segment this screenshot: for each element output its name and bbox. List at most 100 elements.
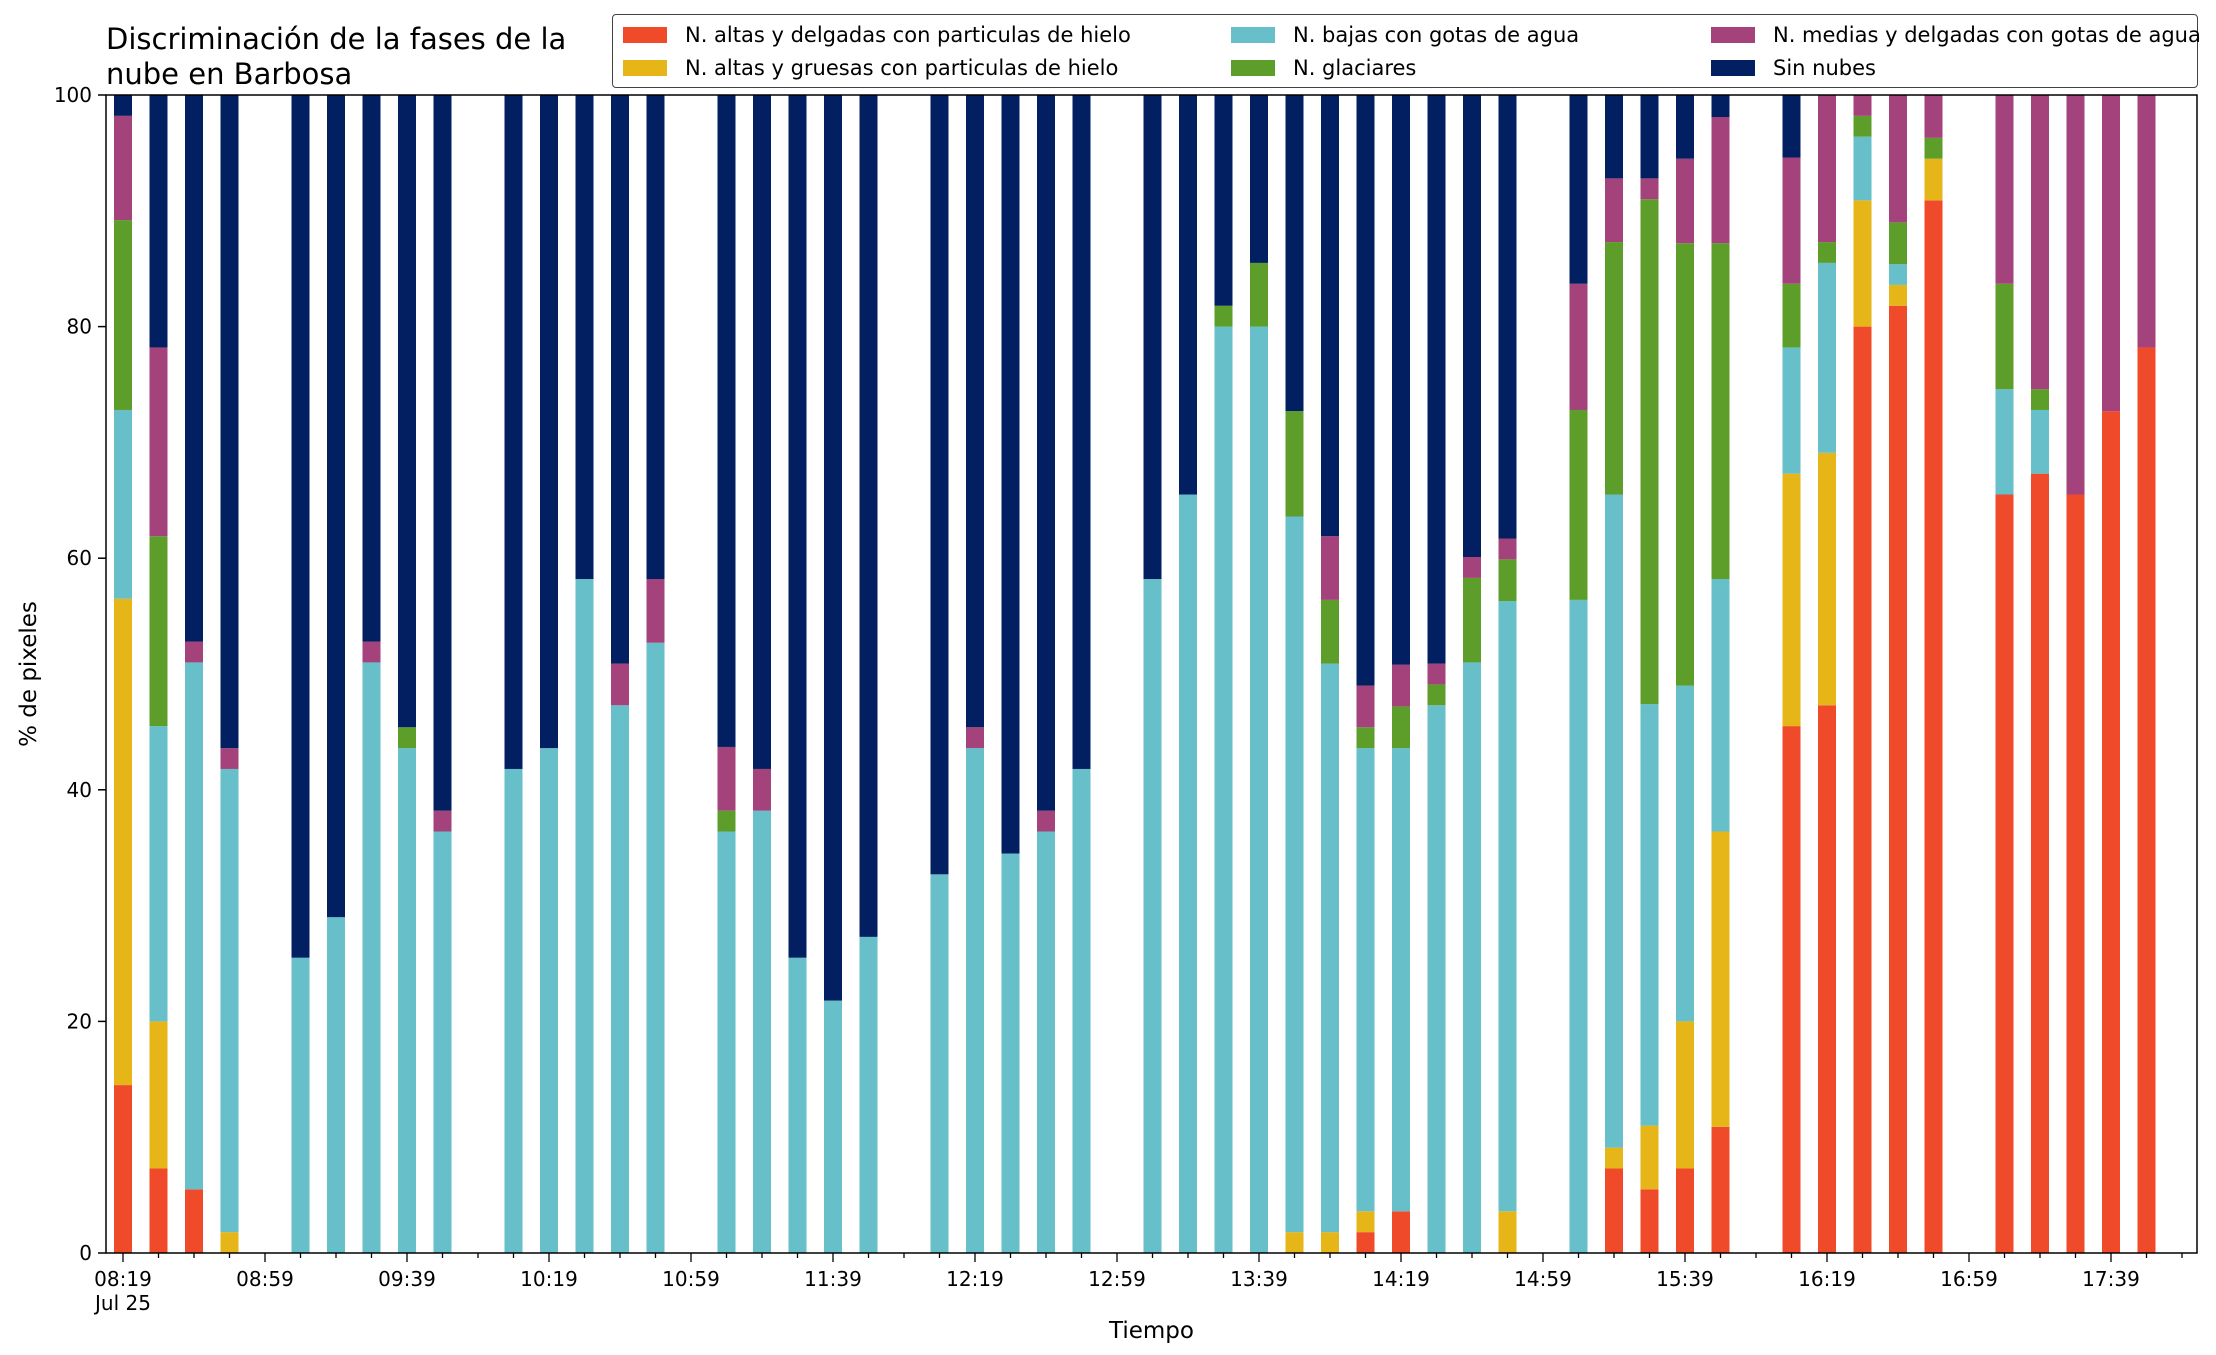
bar-segment-bajas [1250, 326, 1268, 1254]
bar-segment-bajas [1605, 494, 1623, 1148]
bar-segment-bajas [1711, 579, 1730, 832]
bar-segment-sin_nubes [1569, 95, 1588, 284]
bar-segment-altas_delgadas [2031, 473, 2049, 1253]
bar-segment-altas_delgadas [2137, 347, 2156, 1254]
bar-segment-medias [1392, 664, 1410, 707]
x-axis-label: Tiempo [1108, 1318, 1194, 1344]
legend-item-bajas: N. bajas con gotas de agua [1231, 20, 1579, 50]
legend-swatch [1231, 27, 1275, 43]
bar-segment-sin_nubes [1321, 95, 1339, 537]
bar-segment-medias [433, 810, 452, 832]
bar-segment-medias [1711, 117, 1730, 244]
bar-segment-glaciares [1498, 559, 1517, 602]
bar-segment-bajas [362, 662, 381, 1253]
bar-segment-altas_gruesas [1356, 1211, 1375, 1233]
bar-segment-bajas [753, 810, 771, 1253]
y-axis-label: % de pixeles [16, 601, 42, 747]
bar-segment-sin_nubes [611, 95, 629, 664]
bar-segment-altas_gruesas [1498, 1211, 1517, 1253]
bar-segment-altas_delgadas [2066, 494, 2085, 1253]
bar-segment-bajas [433, 831, 452, 1253]
bar-segment-sin_nubes [114, 95, 132, 116]
bar-segment-medias [1463, 557, 1481, 578]
bar-segment-sin_nubes [1179, 95, 1197, 495]
bar-segment-altas_gruesas [1853, 200, 1872, 327]
x-tick-label: 15:39 [1656, 1267, 1714, 1291]
bar-segment-glaciares [1924, 137, 1943, 159]
bar-segment-altas_gruesas [1818, 452, 1836, 706]
bar-segment-altas_delgadas [1605, 1168, 1623, 1253]
legend-label: N. altas y delgadas con particulas de hi… [685, 23, 1131, 47]
bar-segment-sin_nubes [1463, 95, 1481, 558]
bar-segment-bajas [1818, 262, 1836, 453]
bar-segment-glaciares [1676, 243, 1694, 686]
bar-segment-altas_delgadas [1676, 1168, 1694, 1253]
bar-segment-altas_delgadas [1392, 1211, 1410, 1253]
bar-segment-altas_delgadas [149, 1168, 168, 1253]
bar-segment-glaciares [1569, 409, 1588, 600]
bar-segment-bajas [646, 642, 665, 1253]
bar-segment-sin_nubes [930, 95, 949, 875]
x-tick-label: 16:59 [1940, 1267, 1998, 1291]
bar-segment-altas_delgadas [1356, 1232, 1375, 1253]
bar-segment-glaciares [1853, 115, 1872, 137]
bar-segment-medias [114, 115, 132, 221]
bar-segment-sin_nubes [575, 95, 594, 580]
bar-segment-medias [717, 746, 736, 811]
bar-segment-glaciares [1995, 283, 2014, 390]
legend-item-altas-gruesas: N. altas y gruesas con particulas de hie… [623, 53, 1118, 83]
bar-segment-sin_nubes [1285, 95, 1304, 412]
bar-segment-glaciares [1250, 262, 1268, 327]
bar-segment-bajas [824, 1000, 842, 1253]
bar-segment-medias [2102, 95, 2120, 412]
bar-segment-sin_nubes [1143, 95, 1162, 580]
bar-segment-glaciares [149, 536, 168, 727]
x-tick-label: 10:59 [662, 1267, 720, 1291]
bar-segment-bajas [788, 957, 807, 1253]
bar-segment-medias [1037, 810, 1055, 832]
bar-segment-sin_nubes [504, 95, 523, 769]
bar-segment-sin_nubes [220, 95, 239, 749]
bar-segment-bajas [575, 579, 594, 1253]
bar-segment-sin_nubes [1498, 95, 1517, 539]
bar-segment-bajas [1640, 704, 1659, 1126]
bar-segment-bajas [327, 917, 345, 1253]
bar-segment-medias [2066, 95, 2085, 495]
bar-segment-bajas [1072, 768, 1091, 1253]
bar-segment-medias [1676, 158, 1694, 244]
bar-segment-altas_gruesas [149, 1021, 168, 1169]
bar-segment-bajas [398, 748, 416, 1253]
bar-segment-bajas [1782, 347, 1801, 474]
bar-segment-bajas [1143, 579, 1162, 1253]
bar-segment-glaciares [717, 810, 736, 832]
bar-segment-sin_nubes [788, 95, 807, 958]
bar-segment-medias [2137, 95, 2156, 348]
bar-segment-glaciares [1818, 242, 1836, 263]
bar-segment-bajas [504, 768, 523, 1253]
bar-segment-medias [362, 641, 381, 663]
x-tick-label: 08:59 [236, 1267, 294, 1291]
bar-segment-medias [1321, 536, 1339, 600]
bar-segment-sin_nubes [1640, 95, 1659, 179]
bar-segment-sin_nubes [753, 95, 771, 769]
bar-segment-sin_nubes [1392, 95, 1410, 665]
bar-segment-medias [1605, 178, 1623, 243]
y-tick-label: 80 [67, 315, 92, 339]
x-tick-label: 13:39 [1230, 1267, 1288, 1291]
bar-segment-glaciares [1605, 242, 1623, 495]
x-tick-label: 10:19 [520, 1267, 578, 1291]
bar-segment-bajas [1356, 748, 1375, 1212]
y-tick-label: 0 [79, 1241, 92, 1265]
bar-segment-medias [966, 727, 984, 749]
y-tick-label: 20 [67, 1009, 92, 1033]
x-tick-label: 16:19 [1798, 1267, 1856, 1291]
bar-segment-altas_gruesas [220, 1232, 239, 1253]
bar-segment-sin_nubes [540, 95, 558, 749]
bar-segment-medias [220, 748, 239, 769]
x-tick-label: 11:39 [804, 1267, 862, 1291]
x-tick-label: 14:59 [1514, 1267, 1572, 1291]
bar-segment-medias [1995, 95, 2014, 284]
bar-segment-bajas [859, 936, 878, 1253]
bar-segment-sin_nubes [1676, 95, 1694, 159]
